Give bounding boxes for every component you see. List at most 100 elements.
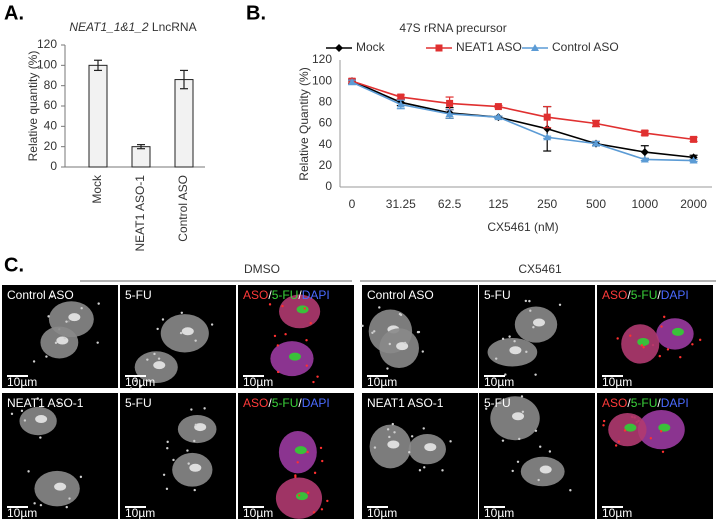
- marker: [348, 78, 356, 86]
- scale-label: 10µm: [484, 375, 514, 389]
- speckle: [614, 444, 618, 447]
- tile-label-part: Control ASO: [367, 288, 434, 302]
- tile-label-part: /: [268, 288, 272, 302]
- scale-label: 10µm: [602, 375, 632, 389]
- marker: [592, 139, 600, 147]
- nucleolus: [509, 346, 522, 355]
- tile-label-part: 5-FU: [272, 288, 299, 302]
- bar: [88, 64, 108, 168]
- speckle: [373, 330, 376, 333]
- speckle: [508, 335, 511, 338]
- speckle: [50, 295, 54, 298]
- speckle: [194, 339, 197, 342]
- nucleolus: [539, 465, 552, 474]
- nucleolus: [512, 412, 525, 421]
- marker: [397, 93, 405, 101]
- marker: [592, 120, 600, 127]
- legend-marker: [531, 44, 539, 51]
- marker: [494, 113, 503, 121]
- scale-label: 10µm: [602, 506, 632, 520]
- speckle: [516, 460, 520, 463]
- speckle: [698, 338, 702, 342]
- nucleolus: [54, 482, 67, 491]
- x-tick-label: Mock: [90, 174, 104, 204]
- speckle: [629, 334, 632, 337]
- speckle: [691, 343, 694, 346]
- bar: [174, 79, 194, 168]
- speckle: [63, 336, 66, 340]
- speckle: [518, 437, 521, 441]
- tile-label-part: 5-FU: [631, 288, 658, 302]
- tile-label-part: NEAT1 ASO-1: [367, 396, 444, 410]
- marker: [690, 135, 698, 143]
- speckle: [153, 352, 156, 356]
- speckle: [139, 385, 142, 388]
- marker: [689, 156, 698, 164]
- speckle: [80, 307, 83, 310]
- group-title: DMSO: [244, 262, 280, 276]
- speckle: [39, 503, 43, 507]
- y-tick-label: 100: [312, 73, 332, 87]
- tile-label-part: 5-FU: [484, 396, 511, 410]
- speckle: [312, 511, 316, 514]
- scale-label: 10µm: [243, 506, 273, 520]
- bar: [131, 146, 151, 168]
- speckle: [129, 387, 133, 390]
- scale-label: 10µm: [243, 375, 273, 389]
- speckle: [210, 323, 214, 326]
- speckle: [45, 355, 48, 358]
- speckle: [623, 429, 627, 432]
- tile-label: 5-FU: [484, 288, 511, 302]
- speckle: [378, 306, 381, 309]
- speckle: [616, 337, 619, 340]
- tile-label-part: 5-FU: [272, 396, 299, 410]
- panel-label: C.: [4, 254, 24, 276]
- speckle: [666, 348, 670, 351]
- y-tick-label: 20: [44, 139, 58, 153]
- speckle: [449, 440, 452, 443]
- speckle: [33, 502, 36, 505]
- nucleolus: [396, 342, 409, 351]
- speckle: [134, 379, 137, 383]
- speckle: [537, 478, 540, 482]
- speckle: [423, 466, 426, 469]
- x-tick-label: 0: [349, 197, 356, 211]
- speckle: [484, 407, 488, 410]
- speckle: [312, 380, 315, 384]
- tile-label: ASO/5-FU/DAPI: [243, 396, 330, 410]
- y-tick-label: 20: [319, 158, 333, 172]
- tile-label: Control ASO: [367, 288, 434, 302]
- speckle: [146, 358, 149, 361]
- tile-label-part: /: [268, 396, 272, 410]
- nucleolus: [189, 463, 202, 472]
- y-tick-label: 120: [37, 37, 57, 51]
- speckle: [534, 429, 538, 432]
- speckle: [162, 473, 166, 476]
- speckle: [157, 357, 161, 360]
- speckle: [658, 354, 662, 358]
- tile-label-part: /: [627, 396, 631, 410]
- speckle: [96, 341, 99, 344]
- speckle: [193, 488, 196, 492]
- tile-label-part: /: [657, 288, 661, 302]
- speckle: [388, 435, 391, 439]
- series-line: [351, 81, 694, 162]
- speckle: [156, 327, 159, 331]
- speckle: [501, 337, 505, 341]
- tile-label-part: DAPI: [302, 396, 330, 410]
- speckle: [79, 475, 83, 479]
- tile-label-part: /: [298, 396, 302, 410]
- speckle: [316, 375, 319, 378]
- speckle: [32, 360, 36, 363]
- speckle: [320, 508, 324, 511]
- series-line: [351, 80, 694, 159]
- tile-label-part: NEAT1 ASO-1: [7, 396, 84, 410]
- nucleolus: [294, 446, 307, 455]
- speckle: [306, 491, 310, 494]
- error-bar: [137, 144, 145, 150]
- scale-label: 10µm: [125, 375, 155, 389]
- speckle: [511, 469, 514, 473]
- title-rest: LncRNA: [152, 20, 197, 34]
- tile-label: 5-FU: [484, 396, 511, 410]
- speckle: [276, 370, 280, 374]
